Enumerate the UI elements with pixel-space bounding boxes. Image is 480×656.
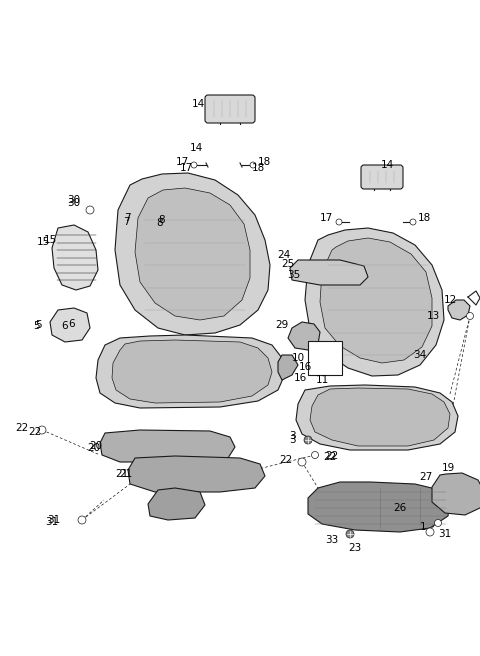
Circle shape <box>298 458 306 466</box>
Text: 21: 21 <box>115 469 128 479</box>
Text: 22: 22 <box>279 455 292 465</box>
Text: 16: 16 <box>299 362 312 372</box>
Text: 20: 20 <box>87 443 100 453</box>
Circle shape <box>426 528 434 536</box>
Text: 33: 33 <box>325 535 338 545</box>
Text: 27: 27 <box>419 472 432 482</box>
Text: 1: 1 <box>420 522 426 532</box>
Text: 15: 15 <box>44 235 57 245</box>
Polygon shape <box>296 385 458 450</box>
Circle shape <box>346 530 354 538</box>
Text: 6: 6 <box>61 321 68 331</box>
Text: 11: 11 <box>315 375 329 385</box>
Text: 22: 22 <box>28 427 41 437</box>
Text: 26: 26 <box>394 503 407 513</box>
Text: 19: 19 <box>442 463 455 473</box>
Text: 20: 20 <box>89 441 102 451</box>
Text: 23: 23 <box>348 543 361 553</box>
Polygon shape <box>148 488 205 520</box>
Text: 3: 3 <box>289 435 296 445</box>
FancyBboxPatch shape <box>205 95 255 123</box>
Polygon shape <box>112 340 272 403</box>
Text: 16: 16 <box>293 373 307 383</box>
Circle shape <box>250 162 256 168</box>
Text: 31: 31 <box>438 529 452 539</box>
Polygon shape <box>100 430 235 462</box>
Text: 18: 18 <box>252 163 264 173</box>
Text: 3: 3 <box>289 431 296 441</box>
Polygon shape <box>288 322 320 350</box>
Text: 21: 21 <box>119 469 132 479</box>
Polygon shape <box>52 225 98 290</box>
Text: 17: 17 <box>175 157 189 167</box>
Circle shape <box>86 206 94 214</box>
Circle shape <box>312 451 319 459</box>
Polygon shape <box>290 260 368 285</box>
Text: 31: 31 <box>47 515 60 525</box>
Text: 13: 13 <box>427 311 440 321</box>
Polygon shape <box>320 238 432 363</box>
Polygon shape <box>448 300 470 320</box>
Circle shape <box>410 219 416 225</box>
Text: 5: 5 <box>36 320 42 330</box>
Text: 7: 7 <box>124 213 131 223</box>
Text: 15: 15 <box>37 237 50 247</box>
Polygon shape <box>310 388 450 446</box>
Text: 22: 22 <box>324 452 336 462</box>
Text: 24: 24 <box>277 250 290 260</box>
Polygon shape <box>96 335 285 408</box>
Circle shape <box>191 162 197 168</box>
Text: 6: 6 <box>69 319 75 329</box>
Text: 8: 8 <box>159 215 165 225</box>
Text: 22: 22 <box>325 451 338 461</box>
Text: 12: 12 <box>444 295 456 305</box>
Polygon shape <box>135 188 250 320</box>
Text: 18: 18 <box>257 157 271 167</box>
Polygon shape <box>278 355 298 380</box>
Circle shape <box>467 312 473 319</box>
Text: 5: 5 <box>34 321 40 331</box>
Text: 31: 31 <box>45 517 58 527</box>
Text: 18: 18 <box>418 213 431 223</box>
Text: 17: 17 <box>180 163 192 173</box>
Text: 29: 29 <box>275 320 288 330</box>
Text: 8: 8 <box>156 218 163 228</box>
Polygon shape <box>128 456 265 492</box>
Polygon shape <box>308 482 450 532</box>
Circle shape <box>304 436 312 444</box>
Text: 30: 30 <box>67 198 80 208</box>
Text: 7: 7 <box>123 217 130 227</box>
Circle shape <box>78 516 86 524</box>
Text: 14: 14 <box>190 143 203 153</box>
Text: 17: 17 <box>319 213 333 223</box>
Text: 34: 34 <box>413 350 427 360</box>
Text: 35: 35 <box>287 270 300 280</box>
Text: 30: 30 <box>67 195 80 205</box>
Circle shape <box>434 520 442 527</box>
Polygon shape <box>50 308 90 342</box>
Polygon shape <box>115 173 270 335</box>
Bar <box>308 341 342 375</box>
Polygon shape <box>305 228 444 376</box>
Text: 25: 25 <box>282 259 295 269</box>
Polygon shape <box>432 473 480 515</box>
FancyBboxPatch shape <box>361 165 403 189</box>
Text: 10: 10 <box>292 353 305 363</box>
Text: 14: 14 <box>380 160 394 170</box>
Circle shape <box>38 426 46 434</box>
Circle shape <box>336 219 342 225</box>
Text: 14: 14 <box>192 99 204 109</box>
Text: 22: 22 <box>15 423 28 433</box>
